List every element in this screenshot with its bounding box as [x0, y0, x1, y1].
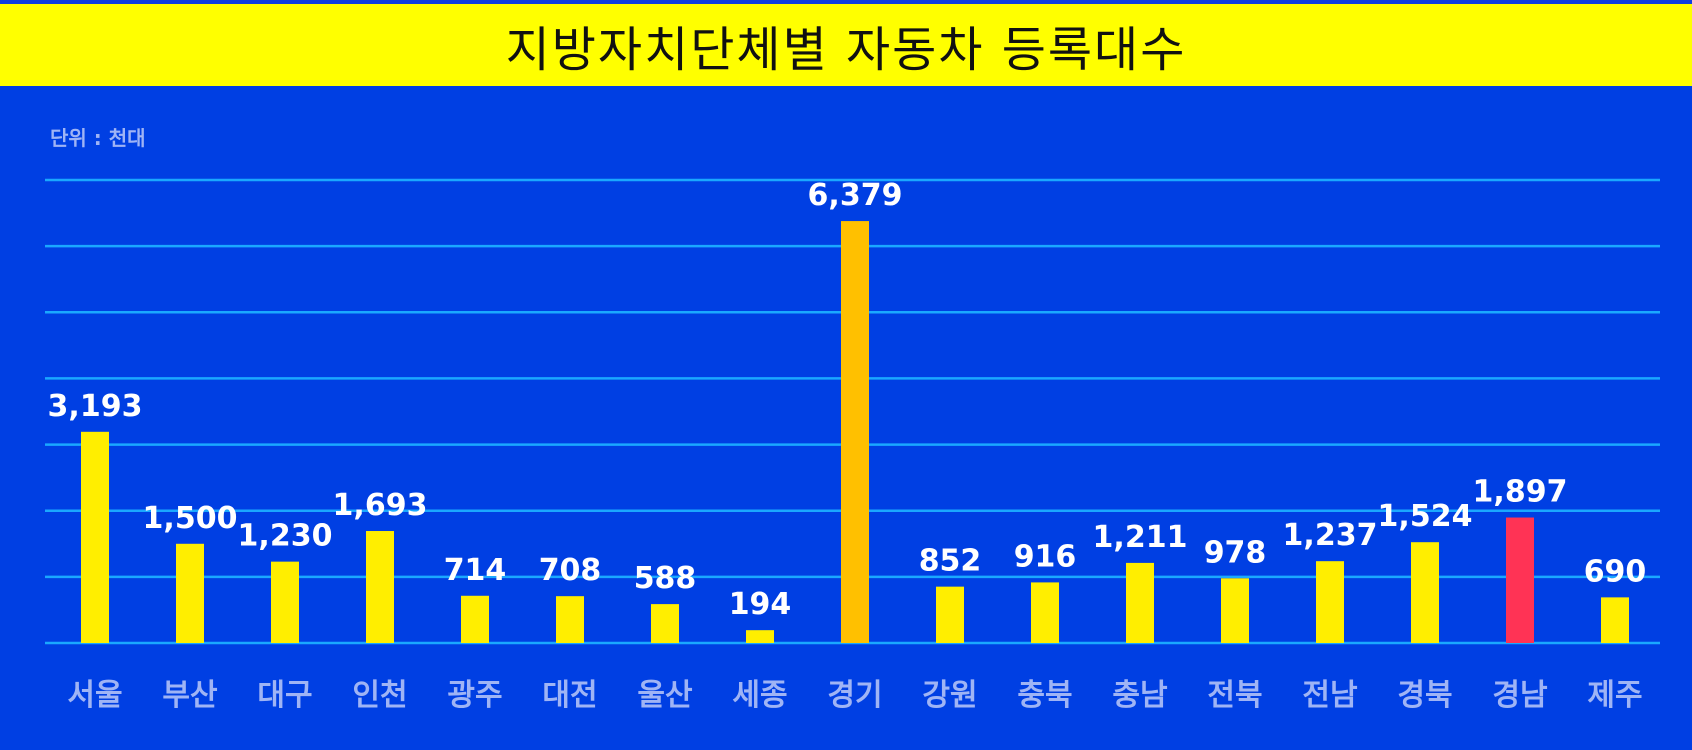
bar-광주 [461, 595, 489, 643]
bar-울산 [651, 604, 679, 643]
value-label: 916 [1014, 539, 1077, 574]
category-label: 대구 [257, 678, 312, 713]
value-label: 6,379 [808, 178, 903, 213]
bar-부산 [176, 543, 204, 643]
bar-세종 [746, 630, 774, 643]
category-label: 경기 [827, 678, 882, 713]
category-label: 서울 [67, 678, 122, 713]
bar-전남 [1316, 561, 1344, 643]
title-bar: 지방자치단체별 자동차 등록대수 [0, 4, 1692, 86]
category-label: 울산 [637, 678, 693, 713]
bar-경북 [1411, 542, 1439, 643]
value-label: 588 [634, 561, 697, 596]
bar-경남 [1506, 517, 1534, 643]
category-label: 인천 [352, 678, 407, 713]
value-label: 852 [919, 544, 982, 579]
category-label: 전북 [1207, 678, 1262, 713]
category-label: 전남 [1302, 678, 1358, 713]
value-label: 714 [444, 553, 507, 588]
value-label: 1,500 [143, 501, 238, 536]
value-label: 978 [1204, 535, 1267, 570]
value-label: 1,230 [238, 519, 333, 554]
value-label: 1,897 [1473, 475, 1568, 510]
bar-서울 [81, 431, 109, 643]
bar-충북 [1031, 582, 1059, 643]
category-label: 세종 [732, 678, 787, 713]
value-label: 708 [539, 553, 602, 588]
value-label: 194 [729, 587, 792, 622]
category-label: 충남 [1112, 678, 1168, 713]
bar-강원 [936, 586, 964, 643]
value-label: 1,524 [1378, 499, 1473, 534]
category-label: 대전 [542, 678, 597, 713]
value-label: 1,693 [333, 488, 428, 523]
bar-전북 [1221, 578, 1249, 643]
value-label: 3,193 [48, 389, 143, 424]
value-label: 1,237 [1283, 518, 1378, 553]
bar-경기 [841, 221, 869, 643]
category-label: 경북 [1397, 678, 1452, 713]
chart-title: 지방자치단체별 자동차 등록대수 [505, 22, 1187, 78]
category-label: 부산 [162, 678, 218, 713]
value-label: 690 [1584, 554, 1647, 589]
bar-인천 [366, 531, 394, 643]
value-label: 1,211 [1093, 520, 1188, 555]
bar-대구 [271, 561, 299, 643]
category-label: 제주 [1587, 678, 1642, 713]
category-label: 광주 [447, 678, 502, 713]
bar-대전 [556, 596, 584, 643]
category-label: 충북 [1017, 678, 1072, 713]
category-label: 강원 [922, 678, 977, 713]
bar-충남 [1126, 562, 1154, 643]
bar-제주 [1601, 597, 1629, 643]
unit-label: 단위 : 천대 [50, 126, 146, 150]
category-label: 경남 [1492, 678, 1548, 713]
